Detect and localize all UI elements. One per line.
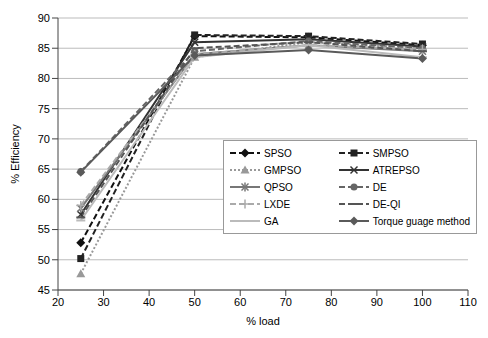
html-text:QPSO: QPSO	[264, 181, 293, 193]
svg-text:30: 30	[97, 296, 109, 308]
svg-text:90: 90	[38, 12, 50, 24]
html-text:DE: DE	[372, 181, 387, 193]
svg-text:20: 20	[52, 296, 64, 308]
svg-text:110: 110	[459, 296, 477, 308]
html-text:GA: GA	[264, 215, 279, 227]
html-text:Torque guage method: Torque guage method	[372, 215, 470, 227]
svg-text:% Efficiency: % Efficiency	[9, 124, 21, 184]
html-text:SMPSO: SMPSO	[372, 147, 409, 159]
html-text:ATREPSO: ATREPSO	[372, 164, 420, 176]
svg-text:75: 75	[38, 103, 50, 115]
svg-text:90: 90	[371, 296, 383, 308]
svg-text:70: 70	[38, 133, 50, 145]
svg-text:80: 80	[38, 72, 50, 84]
svg-text:40: 40	[143, 296, 155, 308]
svg-text:70: 70	[280, 296, 292, 308]
html-text:LXDE: LXDE	[264, 198, 291, 210]
svg-text:55: 55	[38, 223, 50, 235]
html-text:SPSO: SPSO	[264, 147, 292, 159]
svg-text:85: 85	[38, 42, 50, 54]
svg-text:60: 60	[38, 193, 50, 205]
svg-text:50: 50	[38, 254, 50, 266]
html-text:GMPSO: GMPSO	[264, 164, 302, 176]
html-text:DE-QI: DE-QI	[372, 198, 401, 210]
svg-text:45: 45	[38, 284, 50, 296]
svg-text:50: 50	[189, 296, 201, 308]
svg-text:% load: % load	[246, 315, 280, 327]
svg-text:100: 100	[413, 296, 431, 308]
svg-text:60: 60	[234, 296, 246, 308]
svg-text:65: 65	[38, 163, 50, 175]
svg-text:80: 80	[325, 296, 337, 308]
